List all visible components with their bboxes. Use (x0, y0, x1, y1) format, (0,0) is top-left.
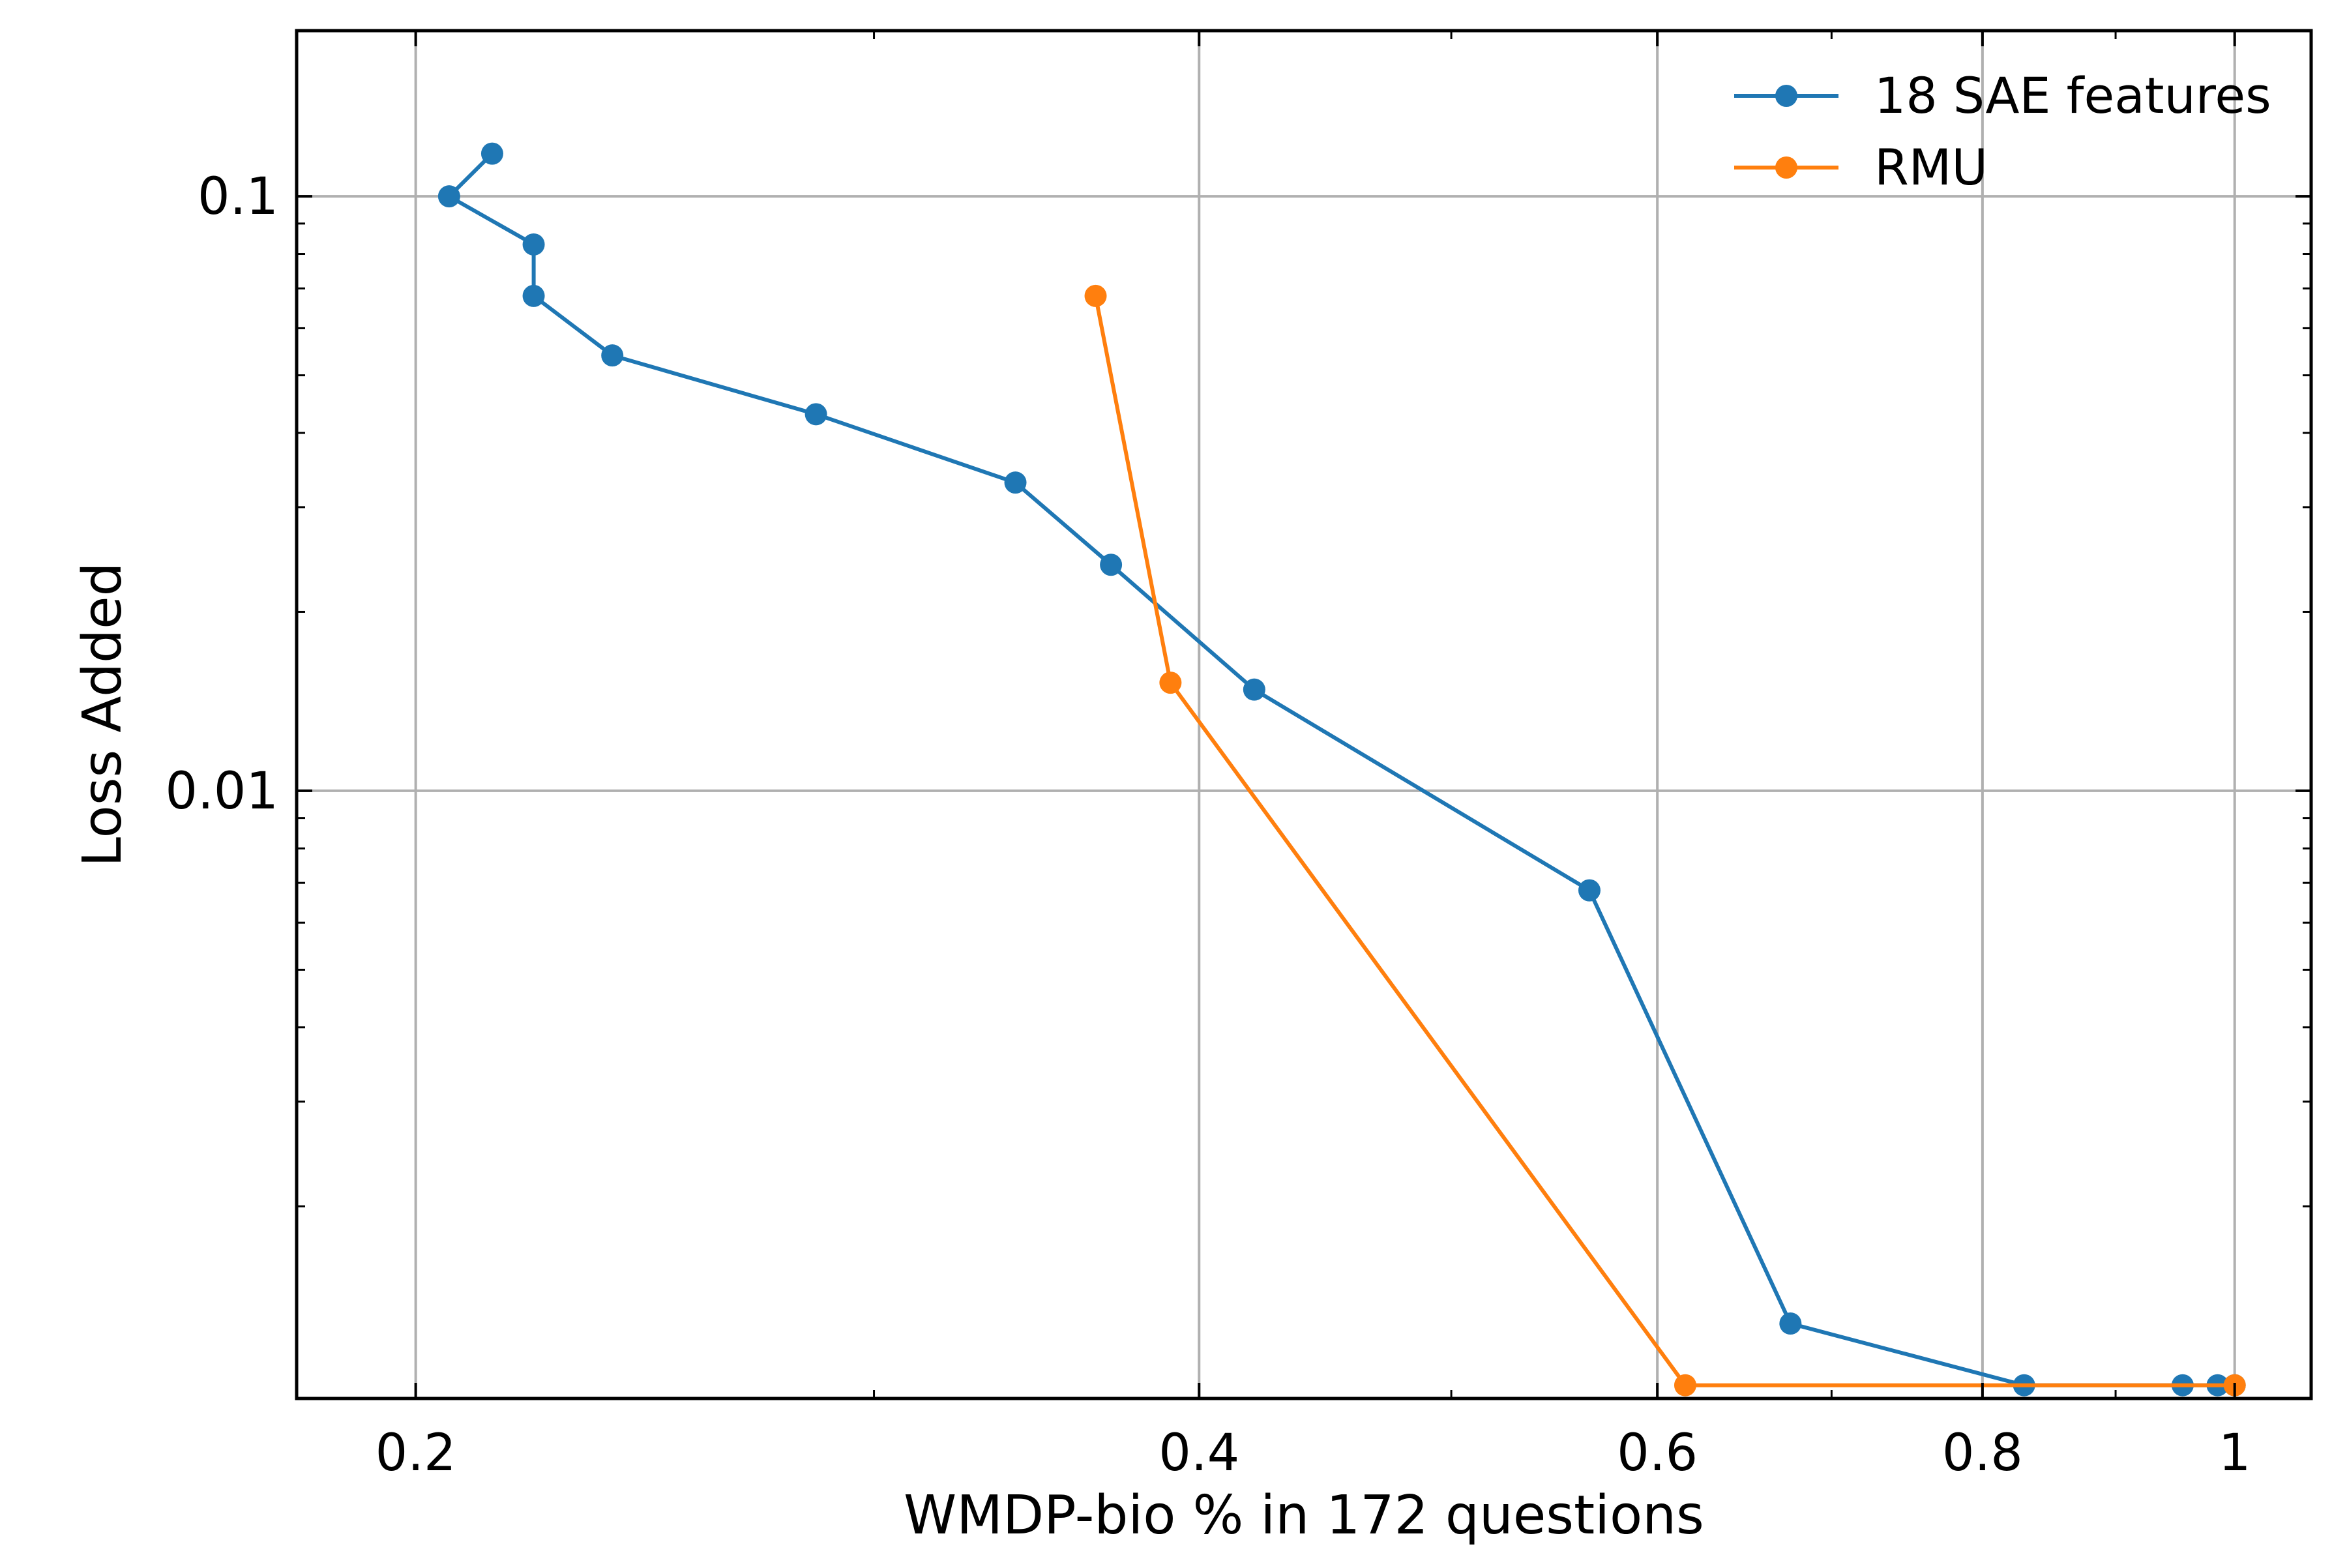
x-tick-label: 0.8 (1942, 1424, 2023, 1483)
series-line (1093, 295, 2235, 1387)
data-point (522, 284, 545, 307)
legend-marker (1775, 85, 1797, 107)
legend-label: RMU (1874, 138, 1988, 196)
major-ticks (297, 31, 2311, 1398)
x-tick-label: 0.2 (376, 1424, 456, 1483)
plot-frame (295, 29, 2313, 1400)
tick-labels: 0.2 0.4 0.6 0.8 1 0.01 0.1 (165, 168, 2251, 1483)
x-axis-title: WMDP-bio % in 172 questions (904, 1485, 1704, 1546)
data-point (1084, 284, 1107, 307)
data-point (804, 403, 827, 426)
y-tick-label: 0.01 (165, 762, 278, 821)
x-tick-label: 0.6 (1617, 1424, 1698, 1483)
series-line (447, 152, 2235, 1387)
series-layer (437, 142, 2246, 1397)
x-tick-label: 1 (2219, 1424, 2251, 1483)
legend-item: 18 SAE features (1734, 67, 2271, 125)
data-point (601, 344, 624, 367)
data-point (1674, 1374, 1696, 1397)
data-point (1004, 471, 1027, 494)
data-point (1243, 678, 1265, 701)
data-point (1779, 1312, 1802, 1335)
grid (297, 31, 2311, 1398)
data-point (1100, 554, 1123, 576)
y-tick-label: 0.1 (198, 168, 278, 226)
y-axis-title: Loss Added (72, 562, 134, 866)
legend-marker (1775, 156, 1797, 179)
legend: 18 SAE features RMU (1734, 67, 2271, 196)
series-0 (437, 142, 2246, 1397)
data-point (522, 233, 545, 256)
minor-ticks (297, 31, 2311, 1398)
x-tick-label: 0.4 (1159, 1424, 1239, 1483)
data-point (437, 185, 460, 208)
legend-label: 18 SAE features (1874, 67, 2271, 125)
data-point (1159, 672, 1182, 694)
series-1 (1084, 284, 2246, 1397)
data-point (480, 142, 503, 165)
data-point (1578, 879, 1601, 902)
legend-item: RMU (1734, 138, 1988, 196)
